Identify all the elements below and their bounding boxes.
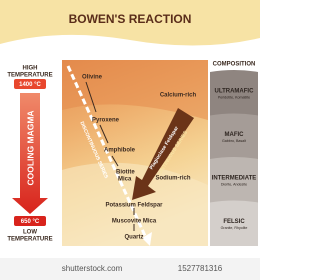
step-arrow [85, 81, 97, 113]
step-arrow [111, 155, 119, 167]
composition-block [210, 70, 258, 116]
composition-block [210, 157, 258, 203]
step-arrow [99, 124, 109, 144]
watermark-id: 1527781316 [178, 264, 223, 273]
title: BOWEN'S REACTION [69, 12, 192, 26]
temp-badge [14, 79, 46, 89]
sodium-label: Sodium-rich [155, 176, 190, 182]
mineral: Amphibole [104, 148, 136, 154]
composition-header: COMPOSITION [213, 62, 256, 68]
composition-name: FELSIC [223, 219, 245, 225]
arrow-label: COOLING MAGMA [25, 110, 35, 185]
calcium-label: Calcium-rich [160, 93, 197, 99]
mineral: Potassium Feldspar [105, 203, 163, 209]
high-label: TEMPERATURE [7, 73, 52, 79]
composition-name: INTERMEDIATE [212, 175, 257, 181]
mineral: Biotite [116, 170, 135, 176]
step-arrows [85, 81, 135, 231]
mineral: Muscovite Mica [112, 219, 157, 225]
layer [62, 60, 208, 120]
low-temp: 650 °C [21, 219, 40, 225]
layer [62, 162, 208, 246]
composition-rocks: Gabbro, Basalt [222, 139, 246, 143]
high-temp: 1400 °C [19, 82, 41, 88]
mineral: Mica [118, 177, 132, 183]
high-label: HIGH [23, 66, 38, 72]
arrow-head [142, 232, 152, 246]
composition-rocks: Diorite, Andesite [221, 183, 247, 187]
mineral: Olivine [82, 75, 103, 81]
composition-column: ULTRAMAFIC Peridotite, Komatiite MAFICGabb… [210, 70, 258, 246]
header-band [0, 0, 260, 46]
mineral: Quartz [124, 235, 143, 241]
minerals: Olivine Pyroxene Amphibole Biotite Mica … [82, 75, 163, 241]
composition-rocks: Granite, Rhyolite [221, 226, 248, 230]
mineral: Pyroxene [92, 118, 120, 124]
watermark-site: shutterstock.com [62, 264, 123, 273]
low-label: LOW [23, 230, 37, 236]
composition-name: ULTRAMAFIC [215, 88, 255, 94]
low-label: TEMPERATURE [7, 237, 52, 243]
composition-rocks: Peridotite, Komatiite [218, 96, 250, 100]
composition-block [210, 200, 258, 246]
temp-badge [14, 216, 46, 226]
discontinuous-arrow [66, 65, 148, 239]
continuous-arrow [132, 108, 194, 200]
composition-name: MAFIC [225, 132, 245, 138]
infographic: BOWEN'S REACTION HIGH TEMPERATURE 1400 °… [0, 0, 260, 280]
composition-block [210, 113, 258, 159]
cooling-arrow [12, 93, 48, 214]
watermark-band [0, 258, 260, 280]
